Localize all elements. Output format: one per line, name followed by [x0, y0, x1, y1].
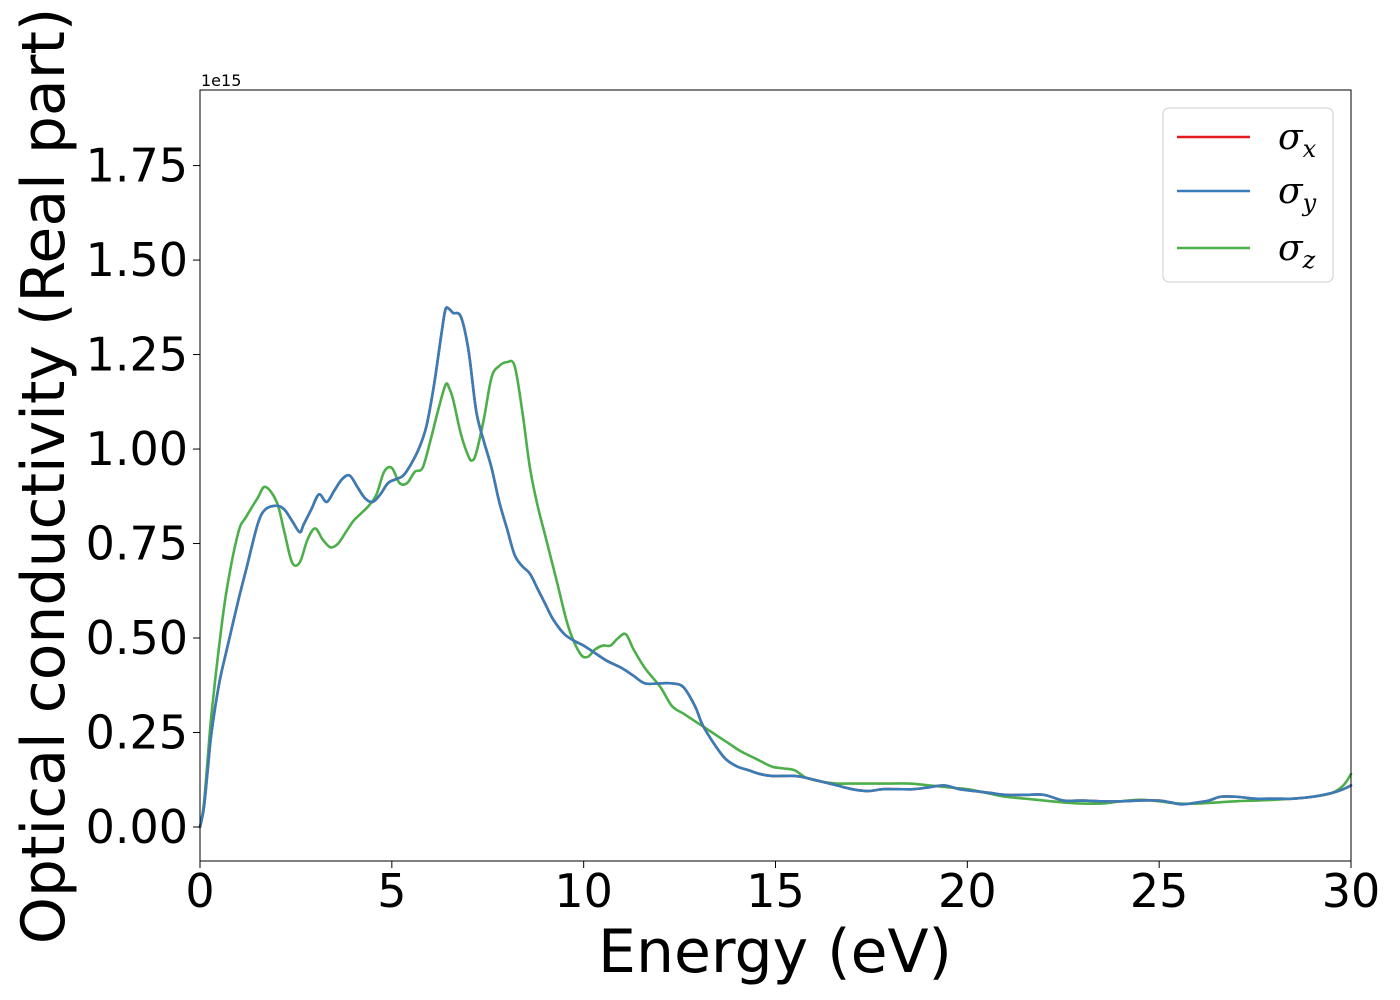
- legend-label-subscript: y: [1302, 189, 1317, 217]
- x-tick-label: 30: [1322, 864, 1381, 918]
- legend-label-sigma-x: σx: [1278, 117, 1317, 163]
- legend-label-main: σ: [1278, 117, 1304, 158]
- x-tick-label: 20: [938, 864, 997, 918]
- x-tick-label: 10: [554, 864, 613, 918]
- y-axis-title: Optical conductivity (Real part): [9, 8, 79, 945]
- legend-box: [1162, 107, 1334, 283]
- series-line-sigma-z: [198, 359, 1353, 829]
- legend-label-sigma-z: σz: [1278, 228, 1316, 274]
- x-tick-label: 25: [1130, 864, 1189, 918]
- y-axis-ticks: 0.00 0.25 0.50 0.75 1.00 1.25 1.50 1.75: [86, 139, 200, 854]
- series-line-sigma-y: [198, 306, 1353, 829]
- x-tick-label: 0: [185, 864, 214, 918]
- y-tick-label: 1.75: [86, 139, 188, 193]
- y-tick-label: 0.00: [86, 800, 188, 854]
- y-axis-offset-text: 1e15: [201, 71, 241, 90]
- legend-label-subscript: z: [1302, 246, 1316, 274]
- series-layer: [198, 306, 1353, 829]
- y-tick-label: 0.75: [86, 517, 188, 571]
- y-tick-label: 1.25: [86, 328, 188, 382]
- legend-label-subscript: x: [1303, 135, 1317, 163]
- y-tick-label: 1.50: [86, 233, 188, 287]
- x-tick-label: 5: [377, 864, 406, 918]
- x-axis-title: Energy (eV): [598, 917, 952, 987]
- x-tick-label: 15: [746, 864, 805, 918]
- x-axis-ticks: 0 5 10 15 20 25 30: [185, 861, 1380, 918]
- legend-label-main: σ: [1278, 171, 1304, 212]
- y-tick-label: 0.25: [86, 706, 188, 760]
- legend-label-main: σ: [1278, 228, 1304, 269]
- y-tick-label: 0.50: [86, 611, 188, 665]
- legend-label-sigma-y: σy: [1278, 171, 1317, 217]
- y-tick-label: 1.00: [86, 422, 188, 476]
- plot-area: [198, 89, 1353, 862]
